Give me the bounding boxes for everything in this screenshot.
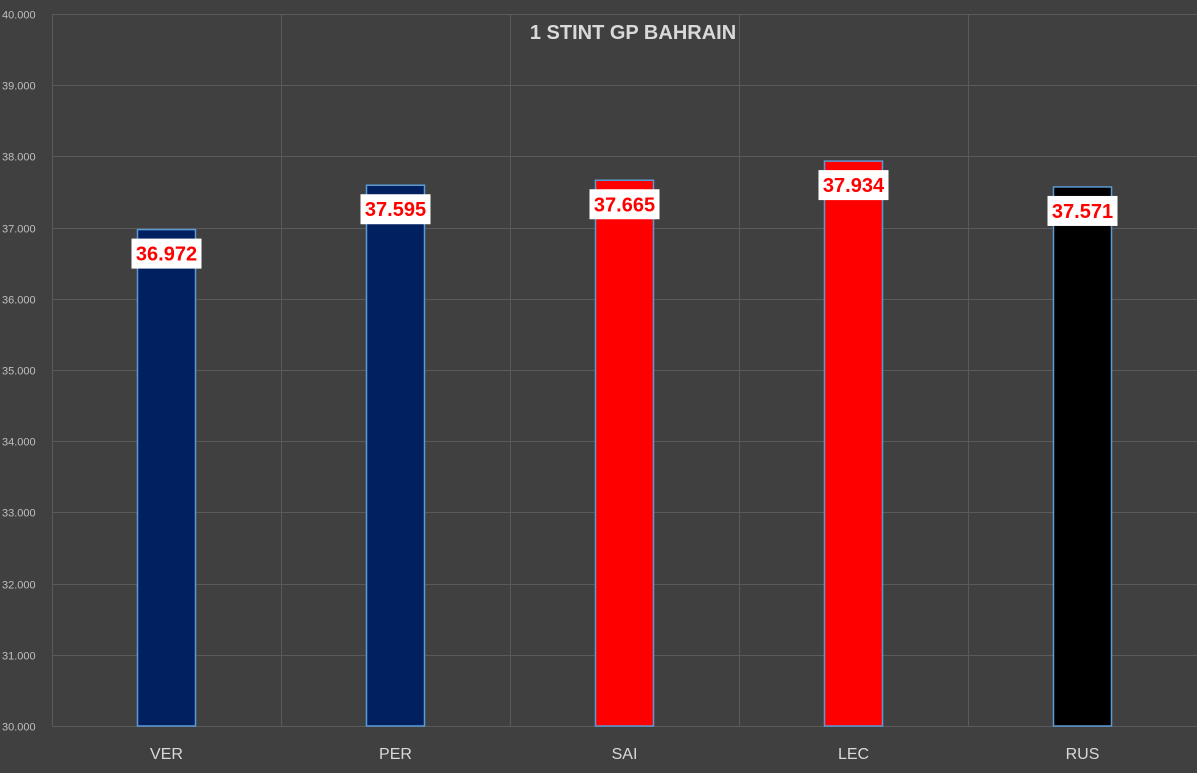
bars xyxy=(136,160,1113,727)
x-tick-label-per: PER xyxy=(379,746,412,763)
data-label-box xyxy=(1047,195,1118,226)
data-label-box xyxy=(360,194,431,225)
y-tick-label: 33.000 xyxy=(2,508,36,520)
y-tick-label: 38.000 xyxy=(2,152,36,164)
data-label-box xyxy=(818,170,889,201)
x-axis-ticks: VER PER SAI LEC RUS xyxy=(150,746,1099,763)
data-labels: 36.972 37.595 37.665 37.934 37.571 xyxy=(131,170,1118,269)
data-label-rus: 37.571 xyxy=(1052,201,1113,223)
bar-per xyxy=(365,184,426,727)
data-label-box xyxy=(131,238,202,269)
data-label-box xyxy=(589,189,660,220)
data-label-lec: 37.934 xyxy=(823,175,885,197)
y-tick-label: 31.000 xyxy=(2,651,36,663)
chart-title: 1 STINT GP BAHRAIN xyxy=(530,22,736,44)
x-tick-label-lec: LEC xyxy=(838,746,869,763)
y-tick-label: 39.000 xyxy=(2,81,36,93)
data-label-per: 37.595 xyxy=(365,199,426,221)
x-tick-label-ver: VER xyxy=(150,746,183,763)
y-axis-ticks: 30.000 31.000 32.000 33.000 34.000 35.000 36.0… xyxy=(2,10,36,734)
data-label-sai: 37.665 xyxy=(594,194,655,216)
bar-sai xyxy=(594,179,655,727)
bar-rus xyxy=(1052,186,1113,727)
bar-lec xyxy=(823,160,884,727)
y-tick-label: 35.000 xyxy=(2,366,36,378)
y-tick-label: 40.000 xyxy=(2,10,36,22)
y-tick-label: 32.000 xyxy=(2,580,36,592)
x-tick-label-rus: RUS xyxy=(1066,746,1100,763)
y-tick-label: 36.000 xyxy=(2,295,36,307)
x-tick-label-sai: SAI xyxy=(612,746,638,763)
y-tick-label: 34.000 xyxy=(2,437,36,449)
y-tick-label: 30.000 xyxy=(2,722,36,734)
bar-ver xyxy=(136,228,197,727)
y-tick-label: 37.000 xyxy=(2,224,36,236)
data-label-ver: 36.972 xyxy=(136,244,197,266)
